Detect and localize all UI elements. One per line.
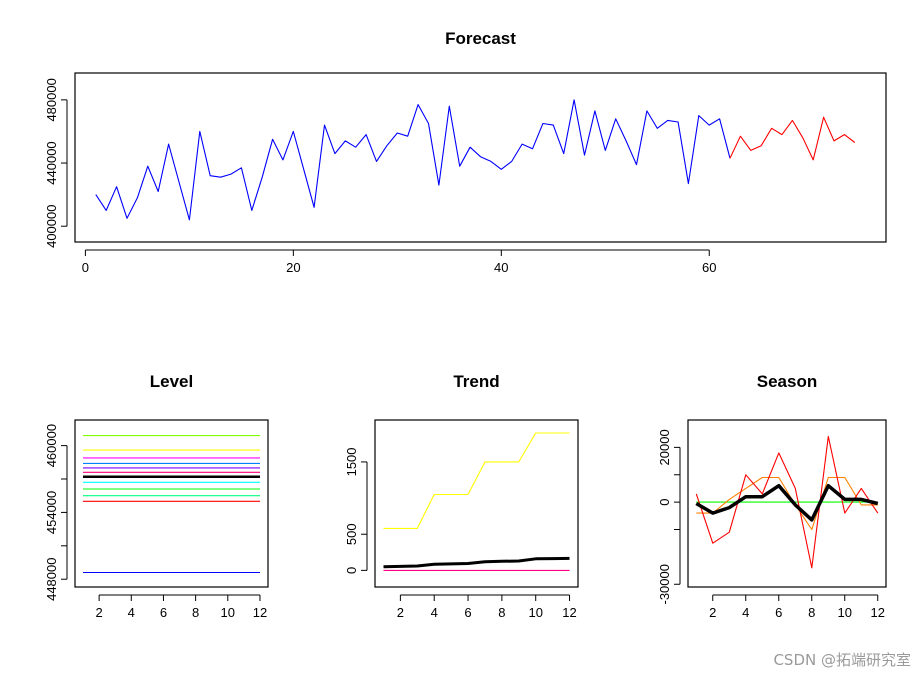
x-tick-label: 20 xyxy=(286,260,300,275)
y-tick-label: 454000 xyxy=(44,491,59,534)
x-tick-label: 4 xyxy=(742,605,749,620)
x-tick-label: 6 xyxy=(775,605,782,620)
series-line-2 xyxy=(695,435,879,569)
y-tick-label: 0 xyxy=(344,567,359,574)
series-line-1 xyxy=(696,476,878,531)
x-tick-label: 8 xyxy=(808,605,815,620)
x-tick-label: 12 xyxy=(562,605,576,620)
x-tick-label: 6 xyxy=(160,605,167,620)
x-tick-label: 2 xyxy=(397,605,404,620)
x-tick-label: 10 xyxy=(221,605,235,620)
series-line-0 xyxy=(95,99,731,221)
chart-panel-1: Level 2 4 6 8 10 12 448000 454000 460000 xyxy=(44,372,269,620)
plot-frame xyxy=(74,419,269,588)
y-tick-label: 460000 xyxy=(44,424,59,467)
watermark: CSDN @拓端研究室 xyxy=(773,651,911,669)
series-line-1 xyxy=(729,116,856,161)
y-tick-label: 500 xyxy=(344,523,359,545)
x-tick-label: 40 xyxy=(494,260,508,275)
y-tick-label: 1500 xyxy=(344,447,359,476)
x-tick-label: 2 xyxy=(709,605,716,620)
chart-title: Season xyxy=(757,372,817,391)
y-tick-label: 20000 xyxy=(657,429,672,465)
x-tick-label: 4 xyxy=(128,605,135,620)
y-tick-label: 400000 xyxy=(44,205,59,248)
chart-panel-2: Trend 2 4 6 8 10 12 0 500 1500 xyxy=(344,372,579,620)
y-tick-label: 440000 xyxy=(44,141,59,184)
series-line-3 xyxy=(695,483,879,522)
x-tick-label: 10 xyxy=(528,605,542,620)
y-tick-label: 480000 xyxy=(44,78,59,121)
plot-frame xyxy=(687,419,887,588)
chart-title: Trend xyxy=(453,372,499,391)
y-tick-label: 0 xyxy=(657,499,672,506)
plot-frame xyxy=(74,72,887,243)
chart-title: Level xyxy=(150,372,193,391)
x-tick-label: 8 xyxy=(498,605,505,620)
plot-frame xyxy=(374,419,579,588)
x-tick-label: 60 xyxy=(702,260,716,275)
chart-panel-0: Forecast 0 20 40 60 400000 440000 480000 xyxy=(44,29,887,275)
series-line-2 xyxy=(383,556,570,569)
x-tick-label: 6 xyxy=(464,605,471,620)
x-tick-label: 12 xyxy=(253,605,267,620)
x-tick-label: 10 xyxy=(838,605,852,620)
series-line-0 xyxy=(383,432,570,529)
x-tick-label: 8 xyxy=(192,605,199,620)
y-tick-label: 448000 xyxy=(44,558,59,601)
x-tick-label: 12 xyxy=(871,605,885,620)
y-tick-label: -30000 xyxy=(657,564,672,604)
x-tick-label: 2 xyxy=(96,605,103,620)
x-tick-label: 0 xyxy=(82,260,89,275)
x-tick-label: 4 xyxy=(431,605,438,620)
chart-title: Forecast xyxy=(445,29,516,48)
chart-panel-3: Season 2 4 6 8 10 12 -30000 0 20000 xyxy=(657,372,887,620)
